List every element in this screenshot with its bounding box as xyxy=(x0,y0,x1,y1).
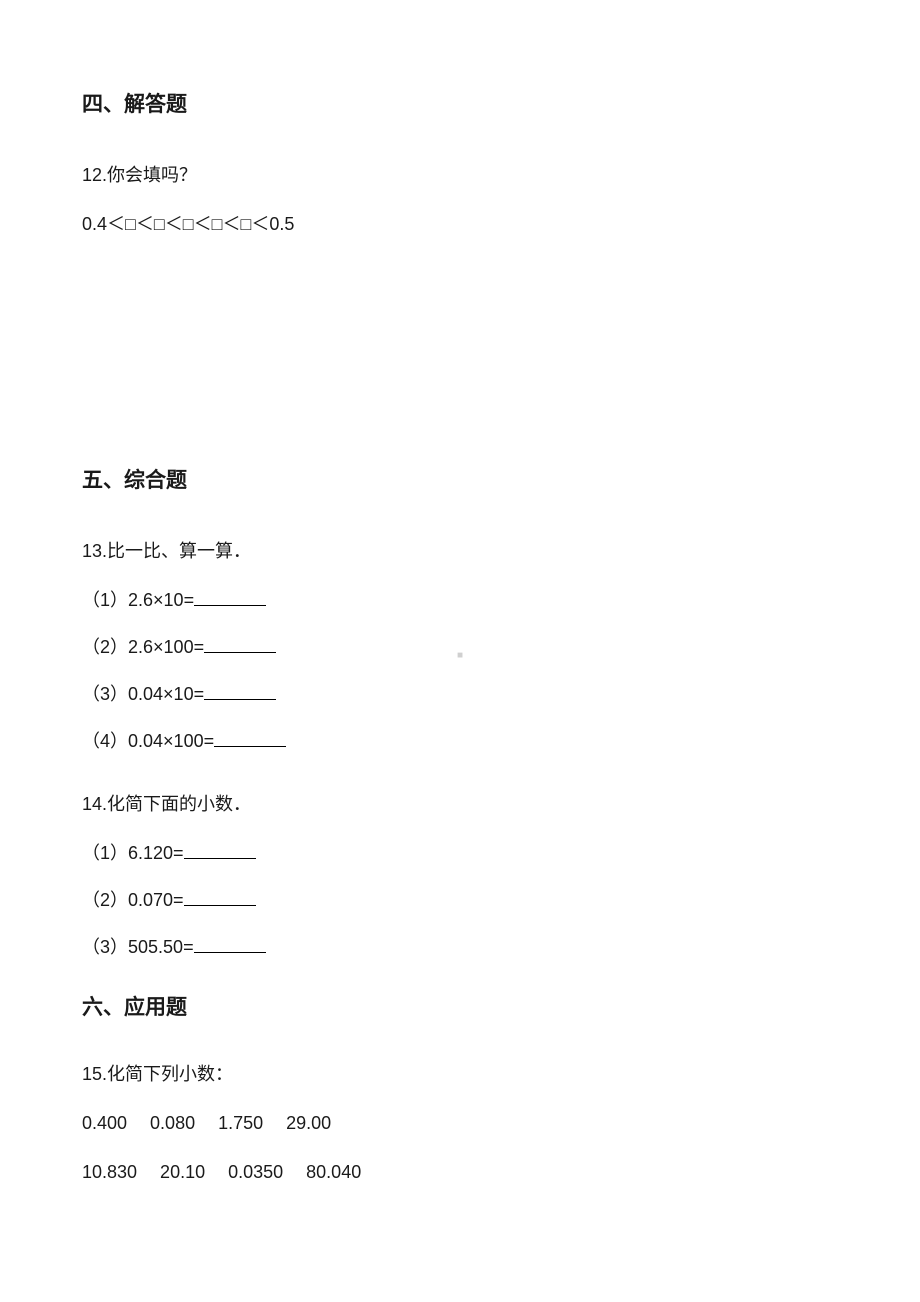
q13-4: （4）0.04×100= xyxy=(82,728,838,755)
q13-1: （1）2.6×10= xyxy=(82,587,838,614)
section5-title: 五、综合题 xyxy=(82,464,838,494)
q15-prompt: 15.化简下列小数： xyxy=(82,1061,838,1088)
q13: 13.比一比、算一算． （1）2.6×10= （2）2.6×100= （3）0.… xyxy=(82,538,838,755)
watermark-dot: ■ xyxy=(457,650,463,661)
q12-expression: 0.4＜□＜□＜□＜□＜□＜0.5 xyxy=(82,211,838,238)
q13-3: （3）0.04×10= xyxy=(82,681,838,708)
q13-prompt: 13.比一比、算一算． xyxy=(82,538,838,565)
blank xyxy=(194,589,266,606)
q14-2: （2）0.070= xyxy=(82,887,838,914)
blank xyxy=(214,730,286,747)
blank xyxy=(194,936,266,953)
page: 四、解答题 12.你会填吗？ 0.4＜□＜□＜□＜□＜□＜0.5 五、综合题 1… xyxy=(0,0,920,1282)
q14-2-text: （2）0.070= xyxy=(82,890,184,910)
blank xyxy=(204,636,276,653)
q12: 12.你会填吗？ 0.4＜□＜□＜□＜□＜□＜0.5 xyxy=(82,162,838,238)
q15-row2: 10.830 20.10 0.0350 80.040 xyxy=(82,1159,838,1186)
q13-2-text: （2）2.6×100= xyxy=(82,637,204,657)
q14-1-text: （1）6.120= xyxy=(82,843,184,863)
blank xyxy=(204,683,276,700)
q13-3-text: （3）0.04×10= xyxy=(82,684,204,704)
blank xyxy=(184,842,256,859)
q13-4-text: （4）0.04×100= xyxy=(82,731,214,751)
q14-3: （3）505.50= xyxy=(82,934,838,961)
q14-prompt: 14.化简下面的小数． xyxy=(82,791,838,818)
section6-title: 六、应用题 xyxy=(82,991,838,1021)
blank xyxy=(184,889,256,906)
spacer xyxy=(82,274,838,464)
section4-title: 四、解答题 xyxy=(82,88,838,118)
q14-1: （1）6.120= xyxy=(82,840,838,867)
q15: 15.化简下列小数： 0.400 0.080 1.750 29.00 10.83… xyxy=(82,1061,838,1186)
q15-row1: 0.400 0.080 1.750 29.00 xyxy=(82,1110,838,1137)
q14-3-text: （3）505.50= xyxy=(82,937,194,957)
q13-1-text: （1）2.6×10= xyxy=(82,590,194,610)
q12-prompt: 12.你会填吗？ xyxy=(82,162,838,189)
q14: 14.化简下面的小数． （1）6.120= （2）0.070= （3）505.5… xyxy=(82,791,838,961)
